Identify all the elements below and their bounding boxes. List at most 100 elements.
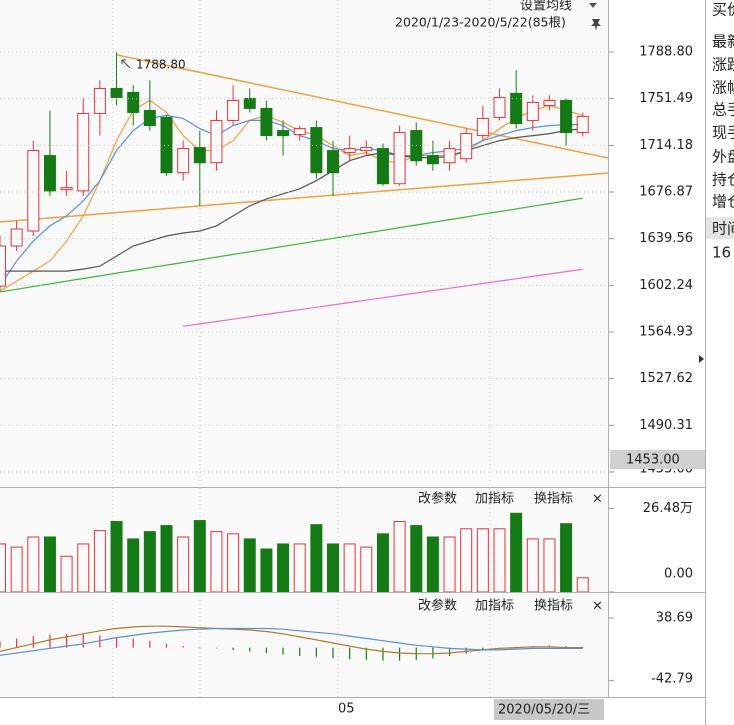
candle-body[interactable] [27,150,40,232]
panel-button[interactable]: 加指标 [475,599,514,614]
y-tick-label: 1490.31 [639,418,693,433]
main-panel [0,52,608,327]
candle-body[interactable] [576,115,589,134]
candle-body[interactable] [393,132,406,185]
price-marker: 1453.00 [626,453,680,468]
candle-body[interactable] [293,128,306,136]
candle-body[interactable] [127,91,140,113]
quote-label: 外盘 [712,148,734,166]
candle-body[interactable] [193,147,206,164]
date-range[interactable]: 2020/1/23-2020/5/22(85根) [395,15,566,30]
candle-body[interactable] [343,148,356,154]
trend-line[interactable] [116,54,608,159]
y-tick-label: 0.00 [664,567,693,582]
candle-body[interactable] [227,99,240,121]
candle-body[interactable] [526,101,539,121]
volume-bar [576,577,589,592]
dropdown-arrow[interactable] [589,3,597,8]
candle-body[interactable] [110,87,123,98]
y-tick-label: 1676.87 [639,185,693,200]
quote-label: 持仓 [712,171,734,189]
volume-bar [560,523,573,592]
volume-bar [476,528,489,592]
volume-bar [243,538,256,592]
panel-button[interactable]: 改参数 [418,491,457,507]
candle-body[interactable] [426,155,439,165]
volume-bar [177,536,190,592]
collapse-arrow[interactable] [699,355,704,363]
candle-body[interactable] [493,96,506,118]
candle-body[interactable] [310,127,323,174]
candle-body[interactable] [93,87,106,114]
volume-bar [260,548,273,592]
candle-body[interactable] [0,245,6,287]
candle-body[interactable] [476,117,489,137]
candle-body[interactable] [376,148,389,185]
pin-icon[interactable] [591,19,601,31]
candle-body[interactable] [327,150,339,174]
quote-label: 最新 [712,33,734,51]
panel-button[interactable]: 换指标 [534,599,573,614]
volume-bar [327,543,339,592]
table-header-bg [706,217,734,239]
volume-bar [277,543,290,592]
price-marker-bg [610,450,705,469]
volume-bar [60,555,73,592]
volume-bar [143,531,156,592]
quote-label: 总手 [712,101,734,119]
peak-arrow [121,59,131,69]
candle-body[interactable] [43,155,56,192]
quote-label: 买价 [712,1,734,19]
candle-body[interactable] [260,107,273,137]
quote-panel: 时间 16 买价最新涨跌涨幅总手现手外盘持仓增仓 [706,1,734,262]
panel-button[interactable]: × [592,599,603,614]
panel-button[interactable]: × [592,492,603,507]
panel-button[interactable]: 换指标 [534,492,573,507]
y-tick-label: 26.48万 [643,501,693,516]
volume-panel [0,512,589,592]
volume-bar [127,538,140,592]
volume-bar [426,536,439,592]
candle-body[interactable] [60,187,73,191]
volume-bar [293,543,306,592]
table-cell: 16 [712,244,731,262]
volume-bar [510,512,523,592]
panel-button[interactable]: 加指标 [475,492,514,507]
candle-body[interactable] [560,99,573,134]
candle-body[interactable] [460,133,473,160]
volume-bar [460,528,473,592]
candle-body[interactable] [10,228,23,247]
y-tick-label: 1564.93 [639,325,693,340]
volume-bar [543,538,556,592]
volume-bar [526,538,539,592]
quote-label: 现手 [712,124,734,142]
candle-body[interactable] [210,119,223,164]
candle-body[interactable] [277,130,290,137]
trend-line[interactable] [0,172,608,223]
candle-body[interactable] [360,147,373,152]
candle-body[interactable] [510,92,523,125]
moving-average [0,197,583,293]
macd-panel [0,625,584,661]
candle-body[interactable] [77,112,90,192]
candle-body[interactable] [160,116,173,174]
moving-average [0,128,583,272]
volume-bar [227,533,240,592]
quote-label: 涨跌 [712,56,734,74]
candle-body[interactable] [243,97,256,109]
axes: 1788.80 1751.49 1714.18 1676.87 1639.56 1602.… [0,45,693,687]
ma-setting[interactable]: 设置均线 [520,0,572,14]
dea-line [0,627,583,656]
volume-bar [493,528,506,592]
candle-body[interactable] [443,148,456,164]
volume-bar [393,521,406,592]
volume-bar [410,525,423,592]
quote-label: 涨幅 [712,79,734,97]
y-tick-label: 1527.62 [639,371,693,386]
candle-body[interactable] [543,99,556,106]
panel-button[interactable]: 改参数 [418,598,457,614]
candle-body[interactable] [177,148,190,174]
candle-body[interactable] [143,109,156,127]
y-tick-label: 1788.80 [639,45,693,60]
